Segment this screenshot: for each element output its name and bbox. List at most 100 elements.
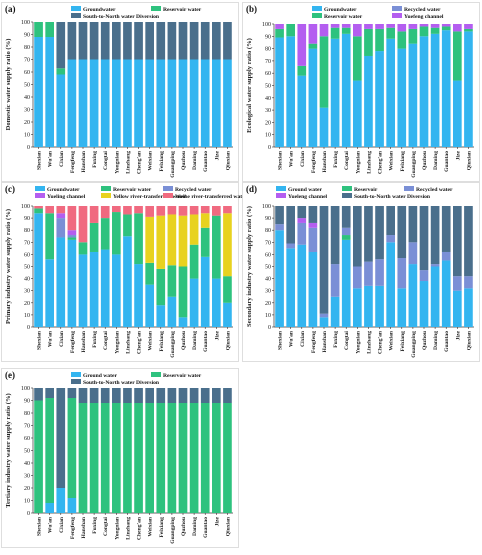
bar-segment	[397, 288, 407, 327]
bar-segment	[112, 403, 121, 513]
bar-segment	[112, 254, 121, 327]
legend-swatch	[392, 6, 402, 11]
y-tick-label: 90	[265, 34, 271, 40]
x-tick-label: Guangping	[170, 331, 176, 358]
y-axis-label: Tertiary industry water supply ratio (%)	[5, 393, 12, 507]
bar-segment	[89, 251, 99, 327]
bar-segment	[178, 59, 188, 147]
y-tick-label: 40	[24, 277, 30, 283]
bar-segment	[134, 264, 143, 327]
bar-segment	[375, 285, 384, 327]
x-tick-label: Daming	[192, 331, 198, 350]
chart-panel: (c) Groundwater Reservoir water Recycled wa…	[1, 182, 248, 362]
bar-segment	[45, 206, 54, 214]
bar-segment	[189, 206, 199, 215]
x-tick-label: Hanshan	[322, 150, 328, 172]
x-tick-label: Fengfeng	[70, 517, 76, 539]
bar-segment	[200, 59, 210, 147]
legend-swatch	[35, 193, 45, 198]
x-tick-label: Shexian	[278, 150, 284, 170]
bar-segment	[200, 213, 210, 228]
x-tick-label: Hanshan	[81, 150, 87, 172]
bar-segment	[45, 503, 54, 513]
legend-label: Yuefeng channel	[404, 14, 444, 20]
bar-segment	[145, 284, 154, 327]
bar-segment	[167, 403, 177, 513]
legend-swatch	[342, 186, 352, 191]
y-tick-label: 40	[24, 95, 30, 101]
legend-swatch	[71, 372, 81, 377]
bar-segment	[353, 206, 362, 267]
bar-segment	[134, 206, 143, 214]
bar-segment	[353, 266, 362, 289]
bar-segment	[353, 36, 362, 81]
x-tick-label: Hanshan	[81, 330, 87, 352]
bar-segment	[134, 22, 143, 60]
bar-segment	[408, 206, 418, 243]
bar-segment	[200, 206, 210, 214]
y-axis-label: Ecological water supply ratio (%)	[246, 38, 253, 133]
bar-segment	[178, 403, 188, 513]
bar-segment	[167, 22, 177, 60]
bar-segment	[308, 251, 318, 327]
bar-segment	[297, 75, 307, 147]
y-tick-label: 80	[24, 228, 30, 234]
bar-segment	[56, 388, 66, 488]
bar-segment	[319, 313, 329, 318]
bar-segment	[34, 213, 43, 327]
x-tick-label: Cheng'an	[378, 330, 384, 354]
x-tick-label: Congtai	[344, 151, 350, 170]
bar-segment	[386, 38, 395, 148]
y-tick-label: 80	[24, 45, 30, 51]
bar-segment	[364, 285, 373, 327]
bar-segment	[419, 36, 429, 147]
bar-segment	[67, 398, 77, 498]
bar-segment	[308, 206, 318, 223]
x-tick-label: Feixiang	[159, 151, 165, 172]
bar-segment	[45, 37, 54, 147]
x-tick-label: Jize	[455, 150, 461, 160]
bar-segment	[453, 276, 462, 291]
bar-segment	[189, 388, 199, 403]
x-tick-label: Fuxing	[92, 151, 98, 168]
bar-segment	[112, 206, 121, 213]
bar-segment	[275, 24, 284, 29]
bar-segment	[67, 206, 77, 231]
bar-segment	[430, 33, 440, 148]
bar-segment	[134, 213, 143, 265]
bar-segment	[189, 403, 199, 513]
bar-segment	[56, 206, 66, 214]
y-tick-label: 10	[265, 133, 271, 139]
bar-segment	[408, 24, 418, 29]
x-tick-label: Wu'an	[48, 330, 54, 347]
bar-segment	[200, 22, 210, 60]
y-tick-label: 50	[265, 84, 271, 90]
bar-segment	[397, 48, 407, 147]
legend-label: Reservoir water	[163, 373, 202, 379]
bar-segment	[341, 206, 351, 228]
x-tick-label: Daming	[433, 331, 439, 350]
bar-segment	[167, 214, 177, 266]
y-tick-label: 10	[24, 313, 30, 319]
x-tick-label: Jize	[214, 516, 220, 526]
bar-segment	[212, 59, 221, 147]
x-tick-label: Qiuxian	[225, 516, 231, 536]
bar-segment	[464, 276, 473, 289]
bar-segment	[45, 259, 54, 327]
bar-segment	[67, 22, 77, 60]
bar-segment	[330, 206, 340, 265]
bar-segment	[45, 213, 54, 260]
y-tick-label: 20	[265, 301, 271, 307]
y-tick-label: 100	[21, 386, 30, 392]
x-tick-label: Wu'an	[48, 150, 54, 167]
y-tick-label: 0	[27, 511, 30, 517]
chart-panel: (b) Groundwater Recycled water Reservoir wa…	[242, 2, 480, 182]
x-tick-label: Cixian	[300, 330, 306, 347]
bar-segment	[419, 206, 429, 271]
y-tick-label: 40	[265, 277, 271, 283]
bar-segment	[156, 403, 166, 513]
x-tick-label: Qiuxian	[466, 330, 472, 350]
bar-segment	[56, 68, 66, 75]
legend-label: Reservoir	[354, 187, 378, 193]
bar-segment	[464, 206, 473, 277]
